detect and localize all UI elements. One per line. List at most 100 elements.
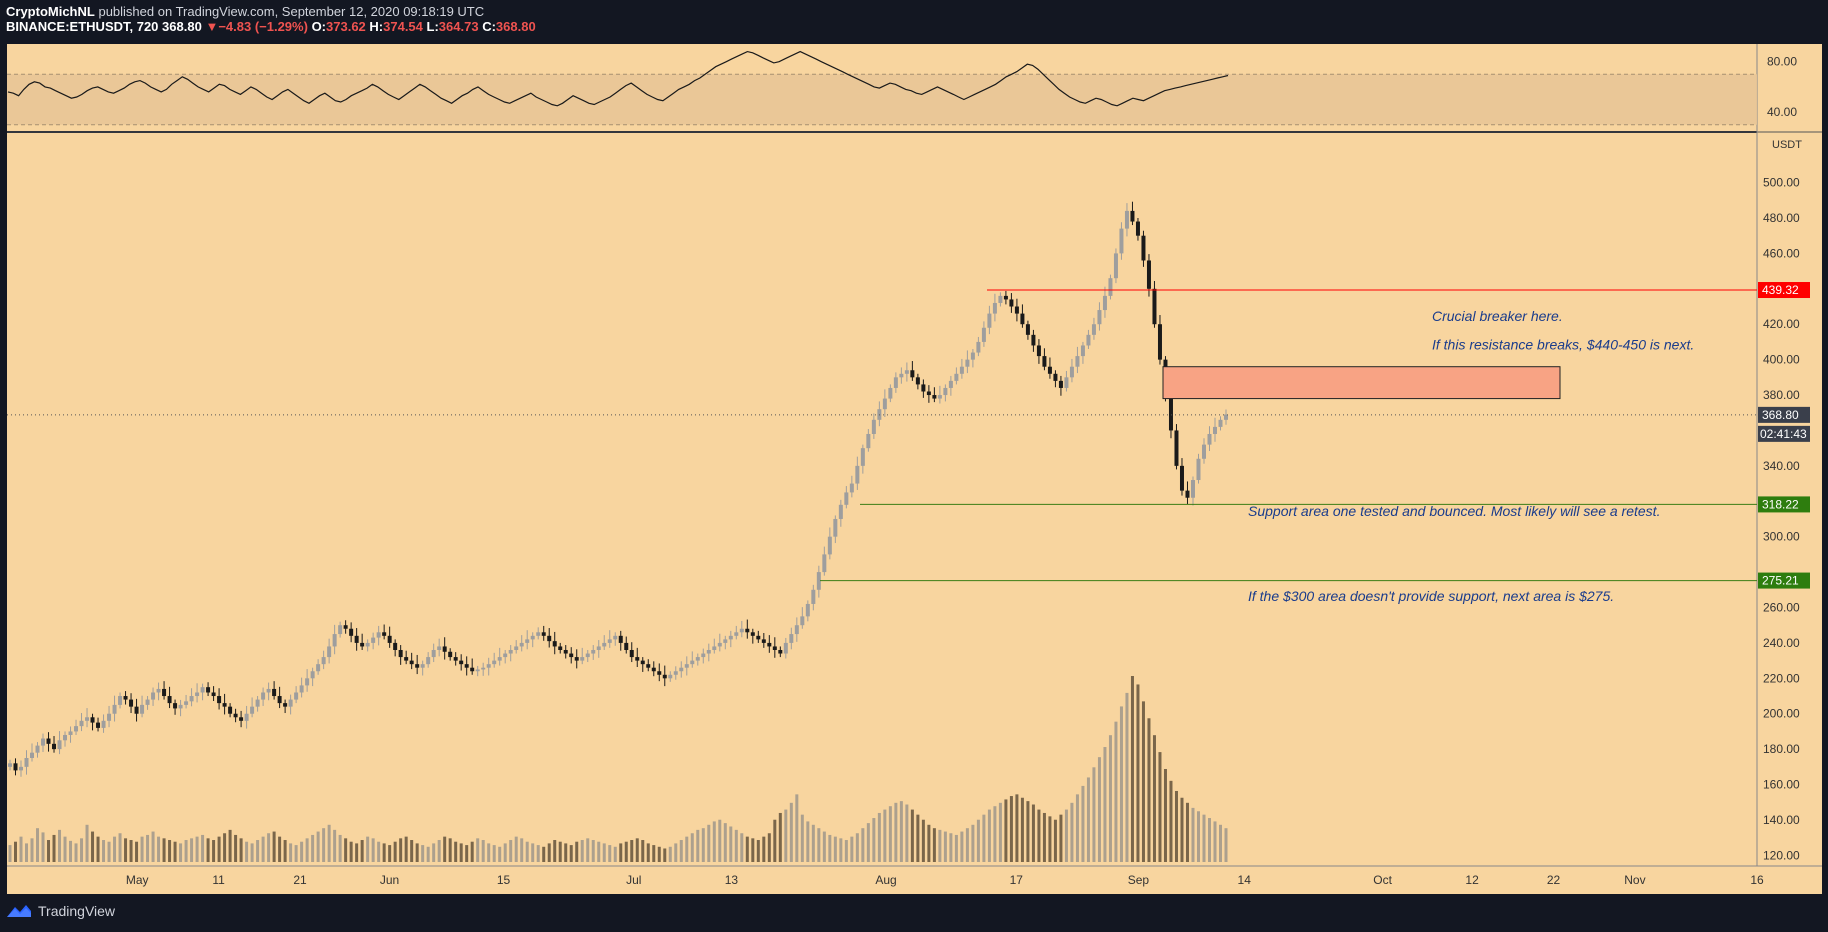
candle-body: [734, 632, 739, 636]
volume-bar: [613, 846, 617, 862]
volume-bar: [877, 812, 881, 862]
volume-bar: [954, 834, 958, 862]
candle-body: [1086, 334, 1091, 346]
candle-body: [838, 504, 843, 519]
candle-body: [63, 734, 68, 741]
candle-body: [1174, 430, 1179, 466]
candle-body: [420, 664, 425, 668]
candle-body: [365, 642, 370, 647]
candle-body: [349, 628, 354, 636]
volume-bar: [789, 802, 793, 862]
tradingview-footer[interactable]: TradingView: [6, 903, 115, 919]
volume-bar: [1158, 752, 1162, 862]
volume-bar: [993, 806, 997, 862]
candle-body: [184, 701, 189, 705]
candle-body: [68, 731, 73, 735]
volume-bar: [344, 838, 348, 862]
price-tick-label: 340.00: [1763, 459, 1800, 473]
volume-bar: [1042, 812, 1046, 862]
volume-bar: [195, 836, 199, 862]
volume-bar: [850, 836, 854, 862]
volume-bar: [976, 819, 980, 862]
candle-body: [596, 646, 601, 650]
volume-bar: [1037, 809, 1041, 862]
author-name[interactable]: CryptoMichNL: [6, 4, 95, 19]
time-tick-label: Oct: [1373, 873, 1392, 887]
candle-body: [756, 635, 761, 640]
candle-body: [470, 667, 475, 672]
candle-body: [431, 649, 436, 658]
volume-bar: [234, 834, 238, 862]
volume-bar: [300, 841, 304, 862]
time-tick-label: 11: [212, 873, 225, 887]
volume-bar: [184, 840, 188, 862]
low-value: 364.73: [438, 19, 479, 34]
candle-body: [937, 395, 942, 399]
volume-bar: [311, 834, 315, 862]
volume-bar: [773, 819, 777, 862]
volume-bar: [305, 838, 309, 862]
volume-bar: [426, 846, 430, 862]
candle-body: [607, 639, 612, 643]
tradingview-brand: TradingView: [38, 903, 116, 919]
volume-bar: [641, 840, 645, 862]
price-tick-label: 120.00: [1763, 848, 1800, 862]
volume-bar: [630, 840, 634, 862]
candle-body: [668, 674, 673, 679]
volume-bar: [470, 841, 474, 862]
candle-body: [761, 639, 766, 643]
volume-bar: [322, 828, 326, 862]
price-tick-label: 240.00: [1763, 636, 1800, 650]
candle-body: [90, 717, 95, 723]
volume-bar: [1064, 809, 1068, 862]
volume-bar: [151, 831, 155, 862]
volume-bar: [1125, 692, 1129, 862]
current-price-badge: [1758, 406, 1810, 423]
symbol-label[interactable]: BINANCE:ETHUSDT, 720: [6, 19, 159, 34]
volume-bar: [734, 829, 738, 862]
candle-body: [151, 692, 156, 700]
candle-body: [893, 377, 898, 388]
volume-bar: [679, 840, 683, 862]
price-tick-label: 480.00: [1763, 211, 1800, 225]
candle-body: [723, 639, 728, 643]
price-tick-label: 500.00: [1763, 176, 1800, 190]
volume-bar: [476, 838, 480, 862]
close-value: 368.80: [495, 19, 536, 34]
candle-body: [1064, 377, 1069, 388]
volume-bar: [223, 833, 227, 862]
volume-bar: [118, 833, 122, 862]
candle-body: [1135, 221, 1140, 236]
volume-bar: [756, 840, 760, 862]
volume-bar: [1004, 799, 1008, 862]
volume-bar: [690, 833, 694, 862]
level-label: 275.21: [1762, 574, 1799, 588]
volume-bar: [503, 843, 507, 862]
volume-bar: [459, 843, 463, 862]
candle-body: [1069, 366, 1074, 378]
volume-bar: [800, 814, 804, 862]
volume-bar: [245, 841, 249, 862]
volume-bar: [168, 840, 172, 862]
time-tick-label: 14: [1238, 873, 1252, 887]
volume-bar: [520, 838, 524, 862]
candle-body: [250, 706, 255, 714]
volume-bar: [701, 828, 705, 862]
candle-body: [123, 696, 128, 700]
volume-bar: [212, 840, 216, 862]
candle-body: [459, 660, 464, 665]
candle-body: [448, 651, 453, 658]
candle-body: [613, 635, 618, 640]
volume-bar: [910, 809, 914, 862]
volume-bar: [795, 794, 799, 862]
candle-body: [591, 649, 596, 654]
volume-bar: [448, 838, 452, 862]
candle-body: [970, 352, 975, 360]
volume-bar: [349, 841, 353, 862]
candle-body: [651, 667, 656, 672]
price-tick-label: 140.00: [1763, 813, 1800, 827]
candle-body: [536, 632, 541, 636]
volume-bar: [267, 833, 271, 862]
volume-bar: [283, 840, 287, 862]
